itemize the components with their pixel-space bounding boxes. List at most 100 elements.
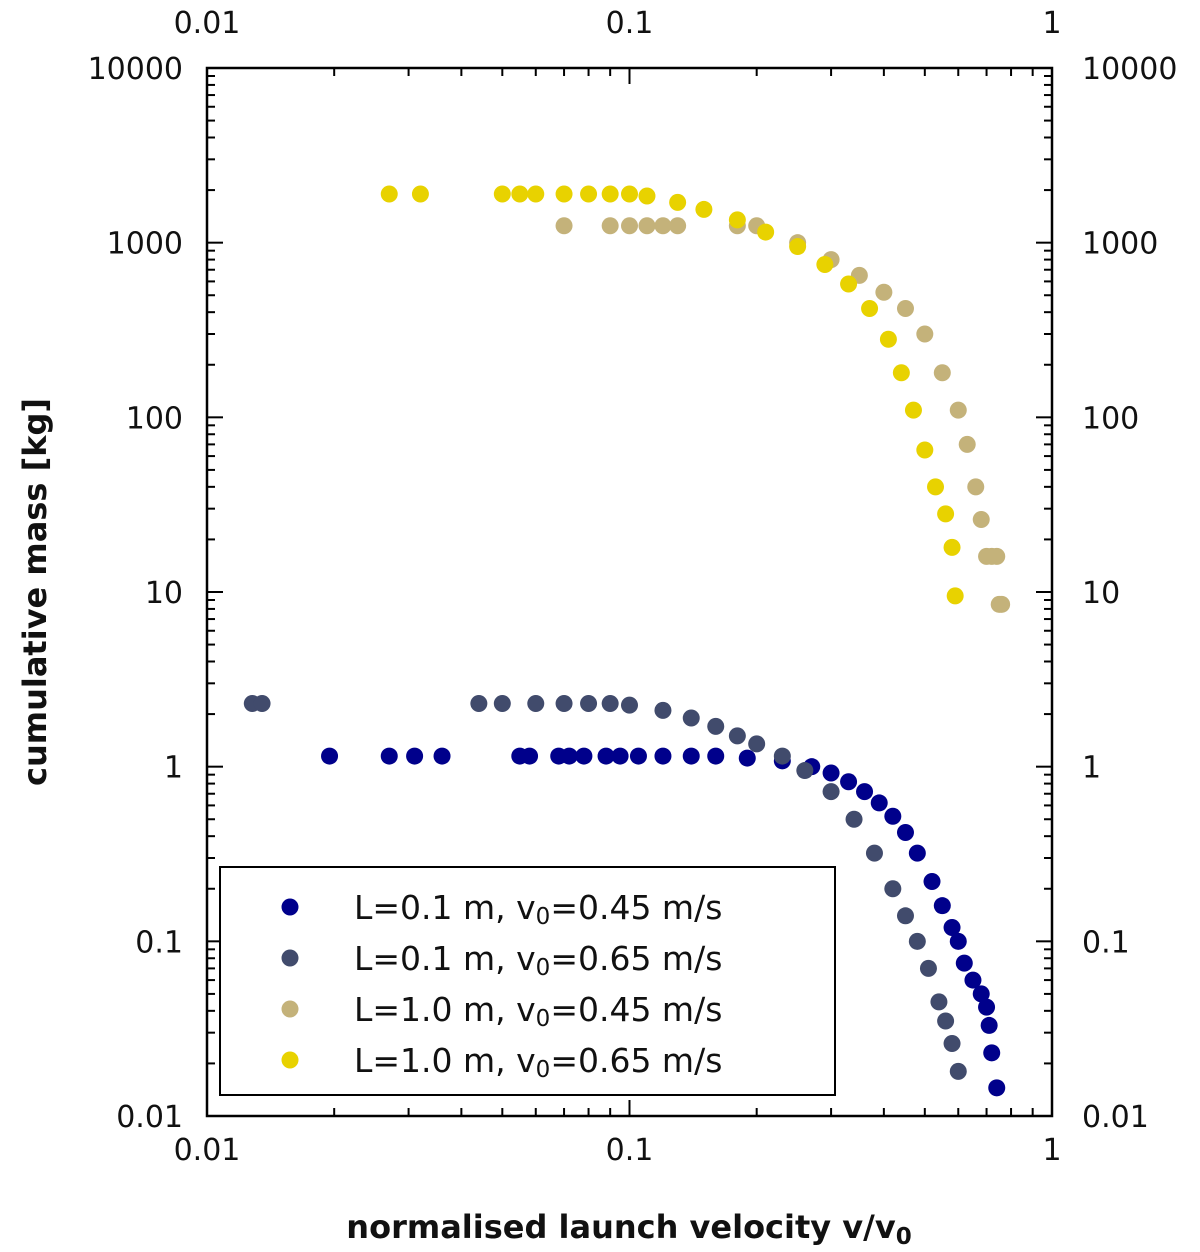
- series-4: [380, 185, 964, 605]
- data-point: [773, 747, 791, 765]
- data-point: [865, 844, 883, 862]
- data-point: [919, 959, 937, 977]
- data-point: [933, 897, 951, 915]
- data-point: [884, 807, 902, 825]
- y-tick-label-right: 10: [1082, 576, 1120, 611]
- data-point: [601, 185, 619, 203]
- y-tick-label-right: 100: [1082, 401, 1139, 436]
- data-point: [896, 823, 914, 841]
- legend-entry: L=0.1 m, v0=0.65 m/s: [354, 939, 722, 981]
- data-point: [669, 193, 687, 211]
- data-point: [955, 954, 973, 972]
- y-tick-label: 1: [164, 751, 183, 786]
- data-point: [861, 299, 879, 317]
- data-point: [964, 971, 982, 989]
- data-point: [748, 735, 766, 753]
- data-point: [822, 764, 840, 782]
- data-point: [682, 709, 700, 727]
- data-point: [433, 747, 451, 765]
- data-point: [937, 505, 955, 523]
- data-point: [321, 747, 339, 765]
- data-point: [411, 185, 429, 203]
- legend-entry: L=0.1 m, v0=0.45 m/s: [354, 888, 722, 930]
- data-point: [908, 844, 926, 862]
- y-tick-label-right: 10000: [1082, 52, 1177, 87]
- data-point: [993, 595, 1011, 613]
- data-point: [511, 185, 529, 203]
- data-point: [738, 749, 756, 767]
- y-tick-label: 0.01: [116, 1100, 183, 1135]
- data-point: [601, 217, 619, 235]
- x-tick-label: 0.01: [174, 1133, 241, 1168]
- data-point: [789, 238, 807, 256]
- x-tick-label-top: 0.01: [174, 6, 241, 41]
- y-axis-label: cumulative mass [kg]: [16, 398, 54, 786]
- y-tick-label: 1000: [107, 227, 183, 262]
- data-point: [980, 1016, 998, 1034]
- legend-entry: L=1.0 m, v0=0.65 m/s: [354, 1041, 722, 1083]
- legend-marker: [281, 1000, 299, 1018]
- data-point: [840, 773, 858, 791]
- data-point: [638, 187, 656, 205]
- data-point: [555, 694, 573, 712]
- legend-frame: [219, 866, 836, 1096]
- data-point: [493, 694, 511, 712]
- data-point: [884, 880, 902, 898]
- y-tick-label-right: 1000: [1082, 227, 1158, 262]
- data-point: [943, 1035, 961, 1053]
- data-point: [988, 547, 1006, 565]
- data-point: [638, 217, 656, 235]
- data-point: [611, 747, 629, 765]
- data-point: [879, 330, 897, 348]
- data-point: [946, 587, 964, 605]
- legend-marker: [281, 1051, 299, 1069]
- legend-marker: [281, 949, 299, 967]
- data-point: [621, 696, 638, 714]
- data-point: [380, 185, 398, 203]
- data-point: [527, 185, 545, 203]
- y-tick-label: 0.1: [135, 925, 183, 960]
- y-tick-label: 10000: [88, 52, 183, 87]
- y-tick-label: 10: [145, 576, 183, 611]
- data-point: [654, 747, 672, 765]
- data-point: [856, 783, 874, 801]
- data-point: [983, 1044, 1001, 1062]
- data-point: [933, 364, 951, 382]
- data-point: [728, 727, 746, 745]
- data-point: [580, 694, 598, 712]
- data-point: [621, 217, 638, 235]
- data-point: [972, 985, 990, 1003]
- data-point: [937, 1012, 955, 1030]
- data-point: [575, 747, 593, 765]
- data-point: [967, 478, 985, 496]
- data-point: [597, 747, 615, 765]
- data-point: [930, 993, 948, 1011]
- data-point: [707, 717, 725, 735]
- data-point: [796, 762, 814, 780]
- data-point: [695, 200, 713, 218]
- data-point: [521, 747, 539, 765]
- x-axis-label: normalised launch velocity v/v0: [346, 1208, 911, 1250]
- data-point: [916, 325, 934, 343]
- data-point: [988, 1079, 1006, 1097]
- x-tick-label-top: 1: [1042, 6, 1061, 41]
- data-point: [601, 694, 619, 712]
- data-point: [949, 1062, 967, 1080]
- data-point: [527, 694, 545, 712]
- data-point: [904, 401, 922, 419]
- data-point: [972, 511, 990, 529]
- data-point: [875, 283, 893, 301]
- y-tick-label-right: 0.1: [1082, 925, 1130, 960]
- data-point: [927, 478, 945, 496]
- data-point: [621, 185, 638, 203]
- data-point: [555, 185, 573, 203]
- data-point: [840, 275, 858, 293]
- data-point: [816, 255, 834, 273]
- data-point: [669, 217, 687, 235]
- series-1: [321, 747, 1006, 1097]
- data-point: [870, 794, 888, 812]
- data-point: [555, 217, 573, 235]
- data-point: [822, 783, 840, 801]
- legend: L=0.1 m, v0=0.45 m/s L=0.1 m, v0=0.65 m/s…: [219, 866, 836, 1096]
